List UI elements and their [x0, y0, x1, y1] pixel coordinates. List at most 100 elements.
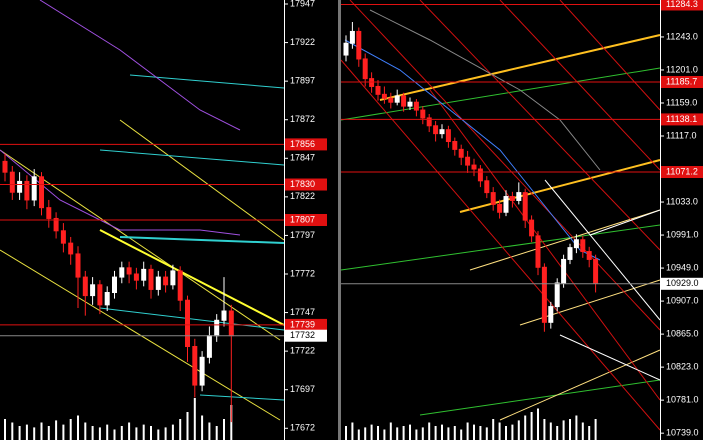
red-channel [419, 0, 661, 251]
candle-body [126, 267, 132, 275]
candle-body [484, 180, 490, 194]
y-tick-label: 17747 [290, 307, 315, 317]
y-tick-label: 11117.0 [666, 130, 697, 140]
candle-body [362, 58, 368, 80]
volume-bar [409, 424, 411, 440]
y-tick-label: 10991.0 [666, 229, 699, 239]
volume-bar [106, 424, 109, 440]
candle-body [522, 192, 528, 221]
current-box [661, 277, 703, 290]
cyan-line [99, 149, 285, 166]
volume-bar [201, 415, 204, 440]
candle-body [104, 292, 110, 306]
candle-body [503, 196, 509, 213]
y-tick-label: 17872 [290, 114, 315, 124]
level-label: 17856 [290, 139, 315, 149]
candle-body [420, 109, 426, 119]
level-label: 11138.1 [666, 114, 697, 124]
level-label: 17807 [290, 214, 315, 224]
level-box [285, 178, 327, 191]
ma-line [344, 39, 601, 261]
y-tick-label: 17797 [290, 230, 315, 240]
candle-body [567, 247, 573, 260]
candle-body [46, 207, 52, 219]
volume-bar [581, 422, 584, 440]
volume-bar [215, 426, 218, 440]
volume-bar [447, 427, 450, 440]
volume-bar [113, 429, 116, 440]
level-label: 11071.2 [666, 166, 698, 176]
candle-body [426, 117, 432, 127]
candle-body [214, 319, 220, 337]
y-tick-label: 10739.0 [666, 428, 699, 438]
level-label: 11185.7 [666, 76, 697, 86]
volume-bar [530, 412, 533, 440]
ma-line [39, 0, 241, 131]
level-box [661, 166, 703, 179]
volume-bar [479, 426, 482, 440]
candle-body [439, 129, 445, 135]
candle-body [541, 266, 547, 323]
candle-body [31, 176, 37, 201]
volume-bar [164, 427, 167, 440]
channel-line [0, 249, 281, 421]
current-label: 17732 [290, 330, 315, 340]
candle-body [388, 97, 394, 103]
red-channel [429, 89, 661, 401]
volume-bar [4, 419, 6, 440]
candle-body [477, 168, 483, 182]
y-tick-label: 17697 [290, 384, 315, 394]
candle-body [580, 239, 586, 253]
volume-bar [402, 426, 405, 440]
white-line [589, 209, 661, 236]
volume-bar [466, 422, 469, 440]
volume-bar [485, 427, 488, 440]
candle-body [228, 310, 234, 337]
separator [338, 0, 341, 440]
band-line [369, 9, 601, 171]
volume-bar [377, 426, 379, 440]
candle-body [75, 253, 81, 278]
volume-bar [91, 426, 94, 440]
candle-body [90, 284, 96, 297]
volume-bar [11, 422, 14, 440]
level-box [285, 318, 327, 331]
candle-body [497, 203, 503, 213]
volume-bar [575, 415, 578, 440]
cyan-line [199, 394, 285, 401]
y-tick-label: 11201.0 [666, 64, 698, 74]
candle-body [369, 78, 375, 87]
volume-bar [208, 422, 211, 440]
candle-body [170, 270, 176, 286]
green-line [340, 67, 661, 121]
candle-body [548, 306, 554, 323]
volume-bar [25, 424, 28, 440]
level-box [661, 0, 703, 11]
level-label: 17739 [290, 319, 315, 329]
candle-body [509, 196, 515, 201]
level-label: 17830 [290, 179, 315, 189]
channel-line [0, 149, 281, 341]
volume-bar [142, 424, 145, 440]
volume-bar [428, 422, 431, 440]
candle-body [185, 299, 190, 348]
candle-body [60, 230, 66, 244]
volume-bar [193, 398, 196, 440]
candle-body [375, 85, 381, 95]
candle-body [148, 268, 154, 290]
volume-bar [473, 424, 475, 440]
volume-bar [62, 424, 65, 440]
candle-body [349, 30, 355, 44]
volume-bar [415, 429, 418, 440]
candle-body [112, 276, 117, 294]
volume-bar [441, 424, 443, 440]
y-tick-label: 11243.0 [666, 31, 698, 41]
volume-bar [223, 419, 225, 440]
volume-bar [98, 427, 101, 440]
volume-bar [150, 426, 152, 440]
y-tick-label: 17822 [290, 191, 315, 201]
volume-bar [179, 419, 182, 440]
volume-bar [77, 415, 79, 440]
candle-body [471, 164, 477, 170]
